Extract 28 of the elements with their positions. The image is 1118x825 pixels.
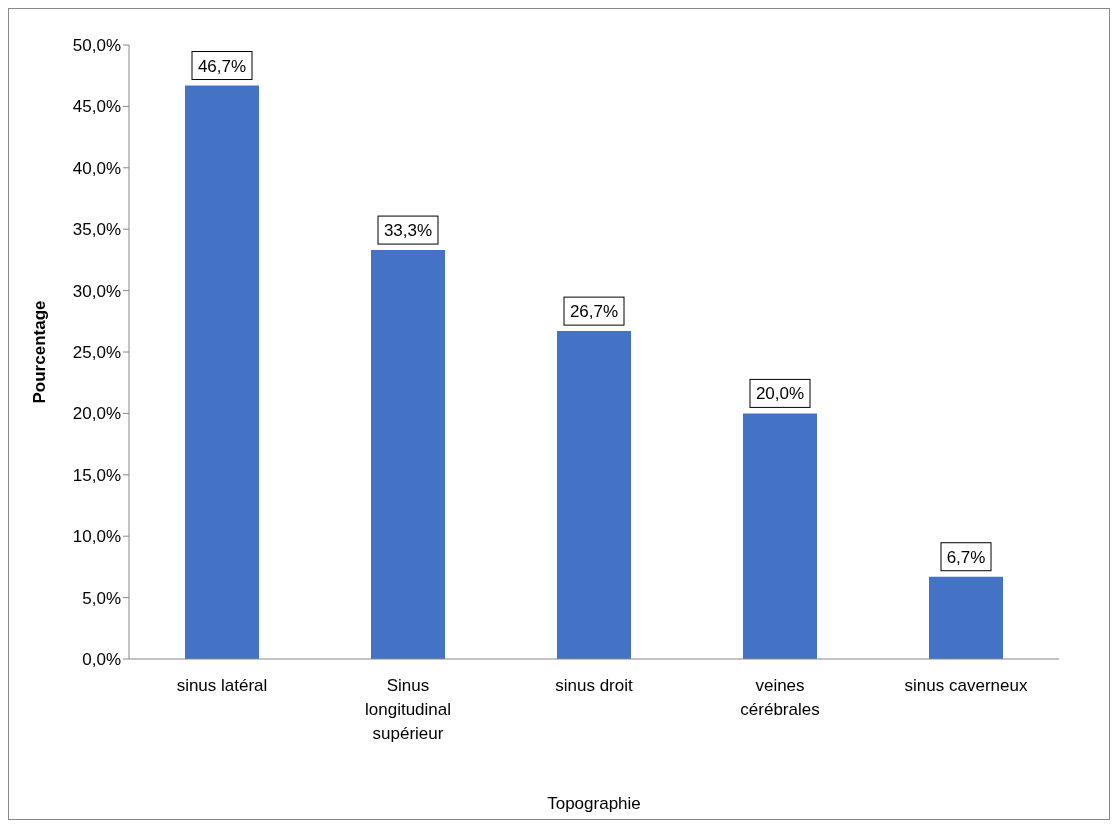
data-label: 26,7% xyxy=(569,302,619,322)
x-tick-label: sinus droit xyxy=(555,676,634,695)
bar xyxy=(371,250,445,659)
data-label: 20,0% xyxy=(755,384,805,404)
bar xyxy=(185,85,259,659)
x-tick-label: veines cérébrales xyxy=(740,676,820,719)
x-axis-title: Topographie xyxy=(547,794,641,813)
x-tick-label: Sinus longitudinal supérieur xyxy=(364,676,452,743)
y-tick-label: 30,0% xyxy=(72,281,121,301)
x-tick-label: sinus latéral xyxy=(176,676,268,695)
y-axis-title: Pourcentage xyxy=(30,300,50,404)
y-tick-label: 35,0% xyxy=(72,220,121,240)
y-tick-label: 25,0% xyxy=(72,343,121,363)
data-label: 46,7% xyxy=(197,56,247,76)
y-tick-label: 50,0% xyxy=(72,36,121,56)
data-label: 33,3% xyxy=(383,221,433,241)
bar xyxy=(557,331,631,659)
y-tick-label: 15,0% xyxy=(72,465,121,485)
bar xyxy=(743,413,817,659)
x-tick-label: sinus caverneux xyxy=(904,676,1028,695)
y-tick-label: 20,0% xyxy=(72,404,121,424)
y-tick-label: 45,0% xyxy=(72,97,121,117)
bar xyxy=(929,576,1003,659)
y-tick-label: 10,0% xyxy=(72,527,121,547)
data-label: 6,7% xyxy=(946,547,986,567)
y-tick-label: 40,0% xyxy=(72,158,121,178)
y-tick-label: 5,0% xyxy=(82,588,121,608)
y-tick-label: 0,0% xyxy=(82,650,121,670)
